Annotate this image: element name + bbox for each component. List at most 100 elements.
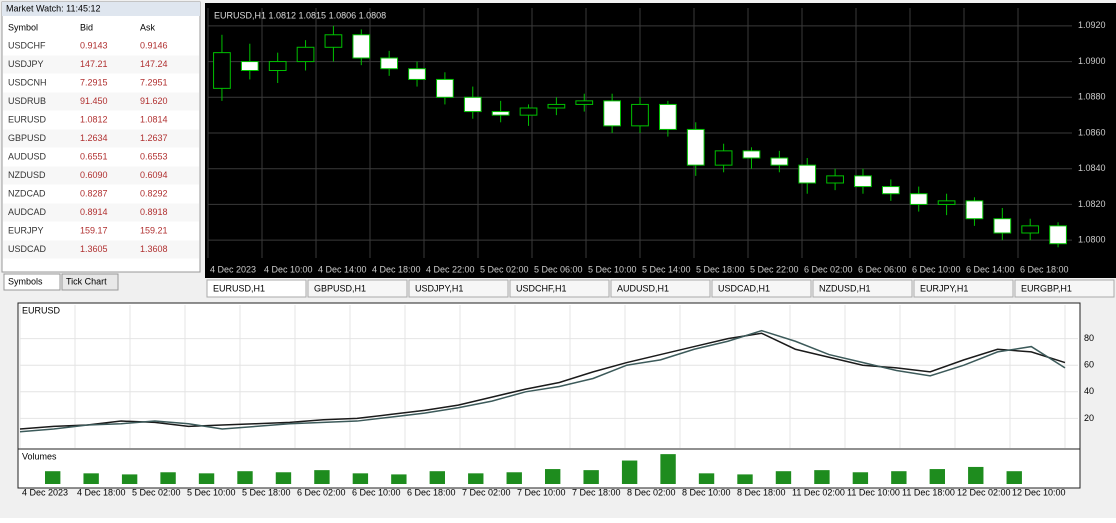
x-tick-label: 6 Dec 18:00 — [1020, 264, 1069, 274]
x-tick-label: 5 Dec 22:00 — [750, 264, 799, 274]
chart-tab[interactable] — [408, 279, 509, 298]
chart-title: EURUSD,H1 1.0812 1.0815 1.0806 1.0808 — [214, 10, 386, 20]
volume-bar — [545, 469, 561, 484]
volume-bar — [275, 472, 292, 484]
y-tick-label: 1.0840 — [1078, 163, 1106, 173]
row[interactable] — [3, 129, 199, 148]
chart-tab[interactable] — [509, 279, 610, 298]
row[interactable] — [3, 222, 199, 240]
x-tick-label: 11 Dec 02:00 — [792, 487, 845, 497]
y-tick-label: 1.0900 — [1078, 56, 1106, 66]
volume-bar — [237, 471, 253, 484]
row[interactable] — [3, 166, 199, 185]
cell: 0.8292 — [140, 188, 168, 198]
chart-tab-label: EURGBP,H1 — [1021, 283, 1072, 293]
volume-bar — [929, 469, 945, 484]
panel-tab[interactable] — [61, 273, 119, 291]
row[interactable] — [3, 185, 199, 203]
volume-bar — [583, 470, 599, 484]
volume-bar — [198, 473, 215, 484]
cell: USDCNH — [8, 77, 47, 87]
volume-bar — [45, 471, 61, 484]
candle-body — [854, 175, 872, 188]
row[interactable] — [3, 55, 199, 74]
cell: 0.8918 — [140, 207, 168, 217]
line-series — [19, 332, 1066, 430]
row[interactable] — [3, 111, 199, 129]
cell: USDRUB — [8, 96, 46, 106]
cell: USDCAD — [8, 244, 47, 254]
candle-body — [631, 103, 649, 127]
cell: 147.24 — [140, 59, 168, 69]
cell: 0.6090 — [80, 170, 108, 180]
candle-body — [881, 186, 900, 195]
volume-bar — [814, 470, 830, 484]
y-tick-label: 60 — [1084, 360, 1094, 370]
row[interactable] — [3, 203, 199, 222]
column-header: Bid — [80, 22, 93, 32]
indicator-frame — [17, 302, 1081, 489]
cell: 0.9146 — [140, 40, 168, 50]
chart-tab[interactable] — [711, 279, 812, 298]
x-tick-label: 4 Dec 2023 — [22, 487, 68, 497]
x-tick-label: 7 Dec 10:00 — [517, 487, 566, 497]
y-tick-label: 1.0820 — [1078, 199, 1106, 209]
cell: 7.2915 — [80, 77, 108, 87]
chart-tab[interactable] — [1014, 279, 1115, 298]
cell: 0.6094 — [140, 170, 168, 180]
volume-bar — [352, 473, 369, 484]
x-tick-label: 6 Dec 02:00 — [297, 487, 346, 497]
chart-tab-label: EURJPY,H1 — [920, 283, 968, 293]
volume-bar — [621, 460, 638, 484]
row[interactable] — [3, 92, 199, 111]
cell: 91.450 — [80, 96, 108, 106]
cell: 1.2637 — [140, 133, 168, 143]
panel-tab[interactable] — [3, 273, 61, 291]
column-header: Symbol — [8, 22, 38, 32]
candle-body — [213, 52, 231, 89]
chart-tab[interactable] — [812, 279, 913, 298]
chart-tab[interactable] — [307, 279, 408, 298]
volume-title: Volumes — [22, 451, 57, 461]
x-tick-label: 11 Dec 10:00 — [847, 487, 900, 497]
y-tick-label: 1.0800 — [1078, 235, 1106, 245]
cell: NZDUSD — [8, 170, 46, 180]
candle-body — [937, 200, 956, 205]
y-tick-label: 80 — [1084, 333, 1094, 343]
chart-tab[interactable] — [913, 279, 1014, 298]
row[interactable] — [3, 148, 199, 166]
x-tick-label: 4 Dec 22:00 — [426, 264, 475, 274]
volume-bar — [852, 472, 869, 484]
x-tick-label: 6 Dec 10:00 — [912, 264, 961, 274]
chart-tab[interactable] — [610, 279, 711, 298]
volume-bar — [1006, 471, 1022, 484]
candle-body — [519, 107, 538, 116]
row[interactable] — [3, 74, 199, 92]
candle-body — [268, 61, 287, 72]
x-tick-label: 5 Dec 02:00 — [480, 264, 529, 274]
y-tick-label: 20 — [1084, 413, 1094, 423]
x-tick-label: 5 Dec 10:00 — [187, 487, 236, 497]
x-tick-label: 8 Dec 18:00 — [737, 487, 786, 497]
cell: 0.8914 — [80, 207, 108, 217]
cell: 7.2951 — [140, 77, 168, 87]
cell: 0.6553 — [140, 151, 168, 161]
chart-tab-label: EURUSD,H1 — [213, 283, 265, 293]
cell: 0.9143 — [80, 40, 108, 50]
candle-body — [547, 103, 566, 109]
row[interactable] — [3, 240, 199, 259]
candle-body — [742, 150, 761, 159]
chart-tab[interactable] — [206, 279, 307, 298]
x-tick-label: 6 Dec 18:00 — [407, 487, 456, 497]
candle-body — [603, 100, 621, 127]
cell: AUDCAD — [8, 207, 47, 217]
cell: 1.0814 — [140, 114, 168, 124]
cell: AUDUSD — [8, 151, 47, 161]
candle-body — [296, 46, 315, 63]
volume-bar — [968, 466, 984, 484]
row[interactable] — [3, 37, 199, 55]
cell: NZDCAD — [8, 188, 46, 198]
chart-tab-label: AUDUSD,H1 — [617, 283, 669, 293]
x-tick-label: 12 Dec 10:00 — [1012, 487, 1066, 497]
